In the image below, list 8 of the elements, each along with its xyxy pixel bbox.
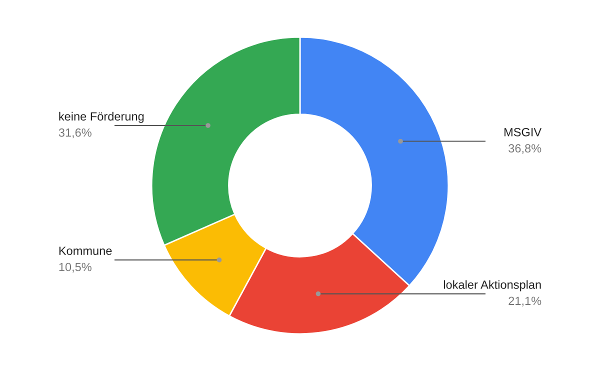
data-label: 21,1% <box>508 296 542 306</box>
slice-label: lokaler Aktionsplan <box>444 280 541 292</box>
data-label: 36,8% <box>508 144 542 154</box>
data-label: 31,6% <box>58 128 92 138</box>
slice-label: Kommune <box>59 246 112 255</box>
data-label: 10,5% <box>59 262 92 273</box>
slice-label: MSGIV <box>504 128 542 136</box>
slice-label: keine Förderung <box>59 112 144 123</box>
